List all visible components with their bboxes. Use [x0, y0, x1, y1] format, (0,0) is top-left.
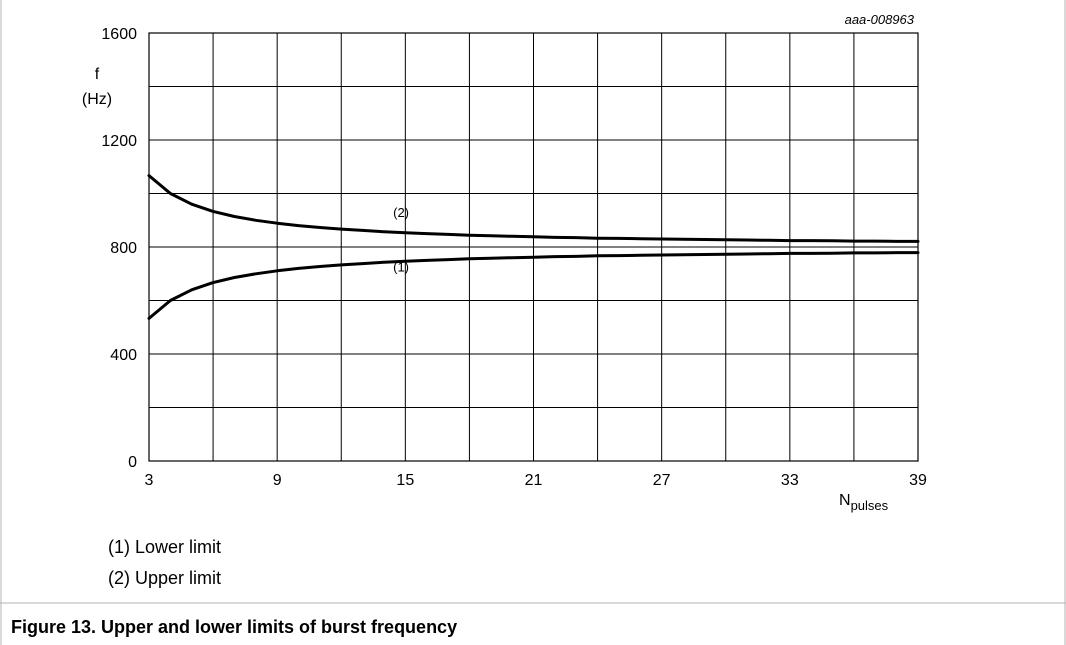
- legend-upper-limit: (2) Upper limit: [108, 568, 222, 588]
- figure-caption: Figure 13. Upper and lower limits of bur…: [11, 617, 458, 637]
- y-tick-label: 1600: [101, 26, 137, 43]
- x-tick-label: 9: [273, 472, 282, 489]
- series-label-lower: (1): [393, 260, 409, 275]
- y-axis-unit: (Hz): [82, 91, 112, 108]
- y-tick-label: 800: [110, 240, 137, 257]
- x-tick-label: 39: [909, 472, 927, 489]
- x-tick-label: 3: [145, 472, 154, 489]
- plot-area-border: [148, 32, 919, 462]
- x-tick-label: 27: [653, 472, 671, 489]
- figure-code: aaa-008963: [845, 12, 915, 27]
- series-line-upper-limit: [147, 174, 920, 243]
- x-axis-label: Npulses: [839, 492, 889, 513]
- series-line-lower-limit: [147, 251, 920, 320]
- x-tick-label: 33: [781, 472, 799, 489]
- legend-lower-limit: (1) Lower limit: [108, 537, 222, 557]
- y-tick-label: 0: [128, 454, 137, 471]
- series-label-upper: (2): [393, 205, 409, 220]
- x-tick-label: 21: [525, 472, 543, 489]
- y-tick-label: 1200: [101, 133, 137, 150]
- x-tick-label: 15: [396, 472, 414, 489]
- y-tick-label: 400: [110, 347, 137, 364]
- y-axis-label: f: [95, 66, 100, 83]
